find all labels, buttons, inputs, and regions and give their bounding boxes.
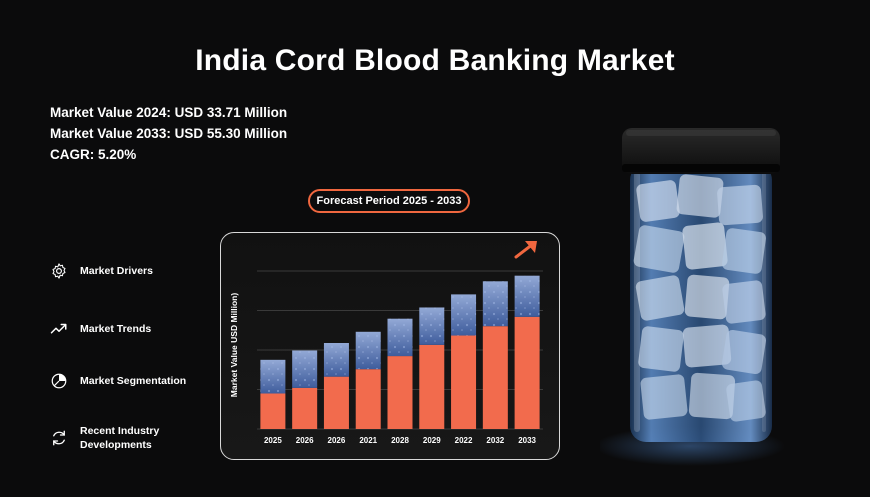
bar-top-texture-5 — [419, 307, 445, 345]
menu-item-recent-developments[interactable]: Recent Industry Developments — [50, 424, 220, 452]
x-tick-label: 2022 — [455, 436, 473, 445]
bar-base-0 — [260, 393, 286, 429]
bar-base-6 — [451, 335, 477, 429]
bar-top-texture-1 — [292, 350, 318, 388]
x-tick-label: 2032 — [486, 436, 504, 445]
bar-top-texture-8 — [514, 275, 540, 317]
bar-base-5 — [419, 344, 445, 429]
bar-base-7 — [482, 326, 508, 429]
bar-base-8 — [514, 316, 540, 429]
cord-blood-storage-jar-image — [600, 128, 785, 466]
x-tick-label: 2026 — [296, 436, 314, 445]
forecast-chart-card: 2025 2026 2026 2021 2028 2029 2022 2032 2033 Mar… — [220, 232, 560, 460]
bar-top-texture-6 — [451, 294, 477, 336]
bar-base-4 — [387, 356, 413, 429]
market-value-2033: Market Value 2033: USD 55.30 Million — [50, 126, 288, 141]
menu-item-label: Recent Industry Developments — [80, 425, 160, 451]
pie-chart-icon — [51, 373, 67, 389]
market-value-2024: Market Value 2024: USD 33.71 Million — [50, 105, 288, 120]
menu-item-label: Market Segmentation — [80, 375, 187, 387]
x-tick-label: 2025 — [264, 436, 282, 445]
bar-base-3 — [355, 369, 381, 429]
x-tick-label: 2026 — [328, 436, 346, 445]
forecast-period-badge: Forecast Period 2025 - 2033 — [308, 189, 470, 213]
bar-top-texture-4 — [387, 318, 413, 357]
menu-item-label: Market Trends — [80, 323, 152, 335]
x-tick-label: 2021 — [359, 436, 377, 445]
market-stats: Market Value 2024: USD 33.71 Million Mar… — [50, 102, 287, 165]
refresh-icon — [53, 430, 65, 446]
x-tick-label: 2033 — [518, 436, 536, 445]
bar-top-texture-7 — [482, 281, 508, 327]
bar-top-texture-2 — [323, 343, 349, 377]
cagr: CAGR: 5.20% — [50, 147, 137, 162]
trend-arrow-icon — [514, 241, 537, 259]
menu-item-label: Market Drivers — [80, 265, 153, 277]
bar-base-1 — [292, 387, 318, 429]
x-tick-label: 2028 — [391, 436, 409, 445]
menu-item-market-segmentation[interactable]: Market Segmentation — [50, 372, 220, 390]
page-title: India Cord Blood Banking Market — [195, 44, 675, 77]
bar-base-2 — [323, 376, 349, 429]
y-axis-label: Market Value USD Million) — [229, 293, 239, 398]
menu-item-market-drivers[interactable]: Market Drivers — [50, 262, 220, 280]
gear-icon — [52, 263, 66, 279]
forecast-bar-chart: 2025 2026 2026 2021 2028 2029 2022 2032 2033 Mar… — [229, 241, 543, 445]
bar-top-texture-3 — [355, 331, 381, 370]
menu-item-market-trends[interactable]: Market Trends — [50, 320, 220, 338]
trend-line-icon — [50, 323, 67, 334]
bar-top-texture-0 — [260, 359, 286, 394]
x-tick-label: 2029 — [423, 436, 441, 445]
